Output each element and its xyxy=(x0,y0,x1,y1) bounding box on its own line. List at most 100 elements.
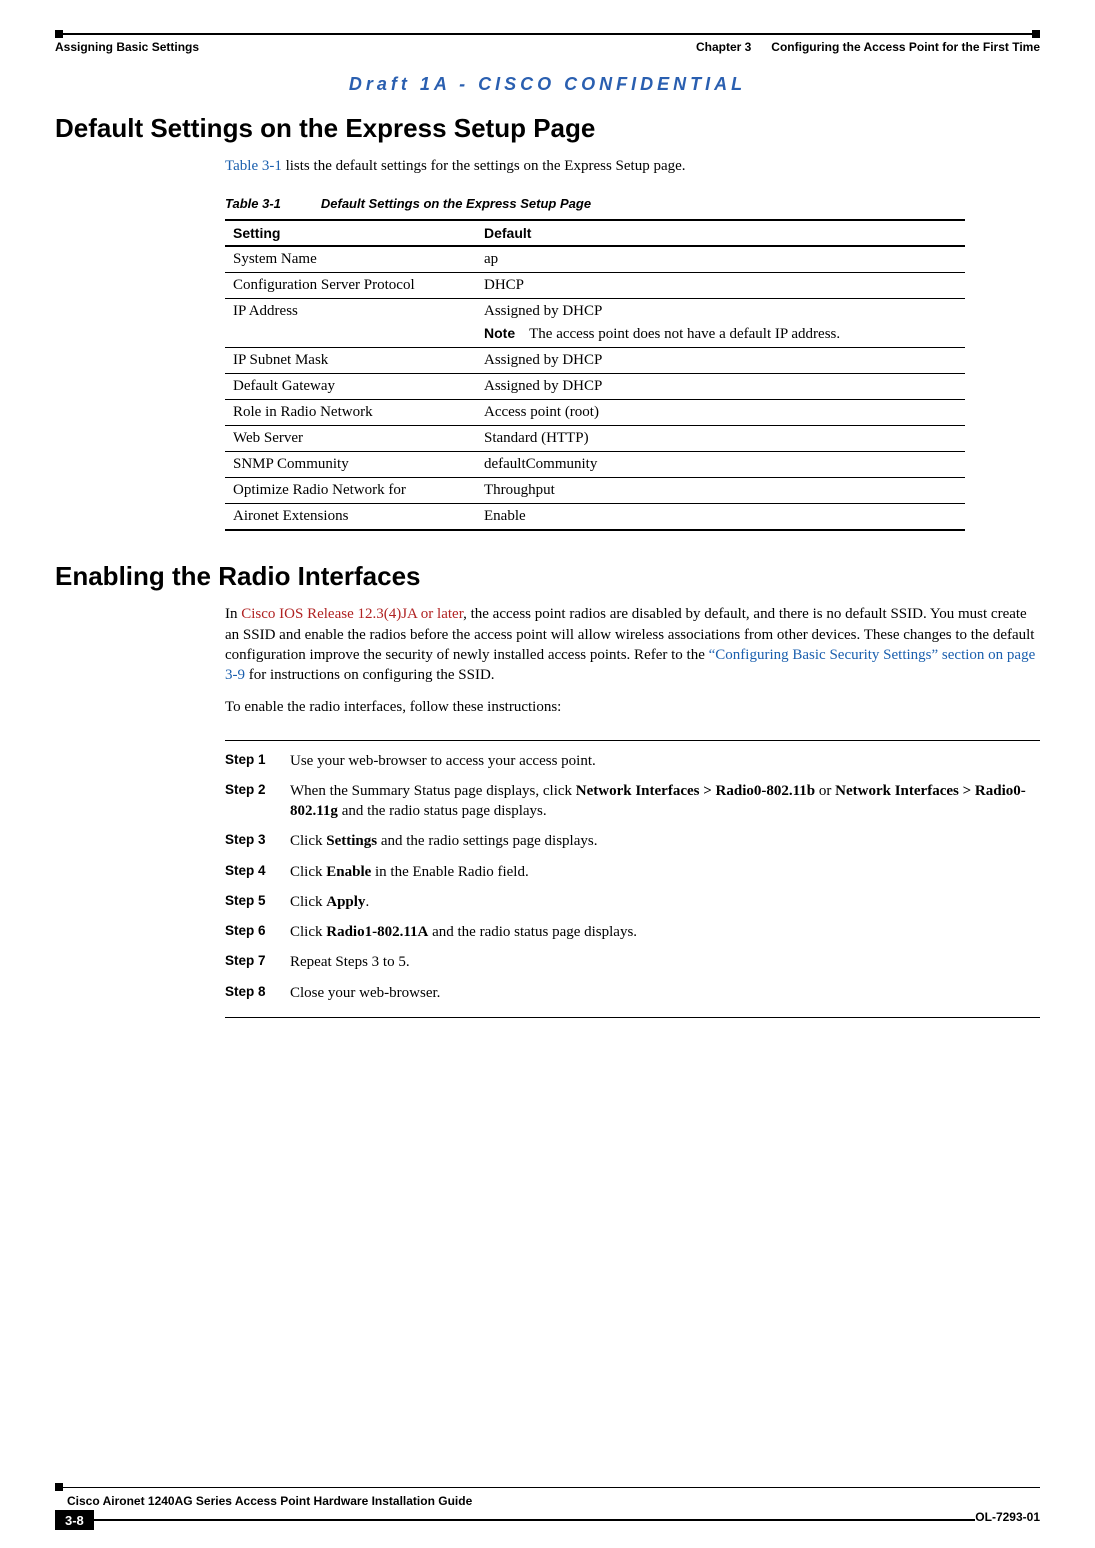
step-text: Repeat Steps 3 to 5. xyxy=(290,952,1040,972)
cell-note: Note The access point does not have a def… xyxy=(484,325,957,343)
t: Click xyxy=(290,894,326,910)
header-rule xyxy=(55,30,1040,38)
t: Settings xyxy=(326,833,377,849)
step-label: Step 5 xyxy=(225,892,290,912)
cell-setting: Optimize Radio Network for xyxy=(225,478,476,504)
t: Click xyxy=(290,924,326,940)
intro-text: lists the default settings for the setti… xyxy=(282,158,686,174)
footer-guide-title: Cisco Aironet 1240AG Series Access Point… xyxy=(67,1494,1040,1508)
step-row: Step 8 Close your web-browser. xyxy=(225,983,1040,1003)
footer: Cisco Aironet 1240AG Series Access Point… xyxy=(0,1483,1095,1530)
t: . xyxy=(365,894,369,910)
page-number: 3-8 xyxy=(55,1510,94,1530)
cell-setting: Default Gateway xyxy=(225,374,476,400)
steps-top-rule xyxy=(225,740,1040,741)
step-row: Step 6 Click Radio1-802.11A and the radi… xyxy=(225,922,1040,942)
heading-enable-radio: Enabling the Radio Interfaces xyxy=(55,561,1040,592)
footer-fill xyxy=(94,1519,976,1539)
col-setting: Setting xyxy=(225,220,476,246)
header-square-left xyxy=(55,30,63,38)
t: Click xyxy=(290,833,326,849)
table-caption-title: Default Settings on the Express Setup Pa… xyxy=(321,196,591,211)
step-row: Step 1 Use your web-browser to access yo… xyxy=(225,751,1040,771)
t: Radio1-802.11A xyxy=(326,924,428,940)
cell-default: ap xyxy=(476,246,965,273)
step-label: Step 4 xyxy=(225,862,290,882)
table-row: Web ServerStandard (HTTP) xyxy=(225,426,965,452)
step-text: Click Enable in the Enable Radio field. xyxy=(290,862,1040,882)
header-line xyxy=(63,33,1032,35)
table-header-row: Setting Default xyxy=(225,220,965,246)
ios-release-link[interactable]: Cisco IOS Release 12.3(4)JA or later xyxy=(241,606,463,622)
radio-p-mid2: for instructions on configuring the SSID… xyxy=(245,667,495,683)
section-title: Assigning Basic Settings xyxy=(55,40,199,54)
step-text: Use your web-browser to access your acce… xyxy=(290,751,1040,771)
step-text: Click Apply. xyxy=(290,892,1040,912)
running-header: Assigning Basic Settings Chapter 3 Confi… xyxy=(55,40,1040,54)
t: When the Summary Status page displays, c… xyxy=(290,783,576,799)
cell-setting: Web Server xyxy=(225,426,476,452)
step-row: Step 7 Repeat Steps 3 to 5. xyxy=(225,952,1040,972)
step-row: Step 3 Click Settings and the radio sett… xyxy=(225,831,1040,851)
t: in the Enable Radio field. xyxy=(371,864,528,880)
t: Network Interfaces > Radio0-802.11b xyxy=(576,783,815,799)
cell-default: Assigned by DHCP xyxy=(476,374,965,400)
table-row: System Nameap xyxy=(225,246,965,273)
cell-setting: System Name xyxy=(225,246,476,273)
cell-default: DHCP xyxy=(476,273,965,299)
footer-rule xyxy=(55,1483,1040,1491)
footer-doc-number: OL-7293-01 xyxy=(975,1510,1040,1524)
cell-default: Standard (HTTP) xyxy=(476,426,965,452)
cell-default-line1: Assigned by DHCP xyxy=(484,303,957,320)
t: and the radio settings page displays. xyxy=(377,833,597,849)
table-row: Optimize Radio Network forThroughput xyxy=(225,478,965,504)
cell-default: Access point (root) xyxy=(476,400,965,426)
table-row: Aironet ExtensionsEnable xyxy=(225,504,965,531)
step-text: Click Settings and the radio settings pa… xyxy=(290,831,1040,851)
cell-default: defaultCommunity xyxy=(476,452,965,478)
t: Click xyxy=(290,864,326,880)
step-label: Step 6 xyxy=(225,922,290,942)
table-row: IP Address Assigned by DHCP NoteThe acce… xyxy=(225,299,965,348)
t: and the radio status page displays. xyxy=(338,803,547,819)
cell-default: Assigned by DHCP xyxy=(476,348,965,374)
radio-p-pre: In xyxy=(225,606,241,622)
header-square-right xyxy=(1032,30,1040,38)
note-text: The access point does not have a default… xyxy=(529,326,840,342)
page: Assigning Basic Settings Chapter 3 Confi… xyxy=(0,0,1095,1548)
intro-paragraph: Table 3-1 lists the default settings for… xyxy=(225,156,1040,176)
table-row: IP Subnet MaskAssigned by DHCP xyxy=(225,348,965,374)
footer-square xyxy=(55,1483,63,1491)
radio-paragraph: In Cisco IOS Release 12.3(4)JA or later,… xyxy=(225,604,1040,685)
chapter-title: Chapter 3 Configuring the Access Point f… xyxy=(696,40,1040,54)
cell-default: Throughput xyxy=(476,478,965,504)
cell-setting: Configuration Server Protocol xyxy=(225,273,476,299)
col-default: Default xyxy=(476,220,965,246)
cell-setting: SNMP Community xyxy=(225,452,476,478)
step-row: Step 2 When the Summary Status page disp… xyxy=(225,781,1040,822)
step-label: Step 8 xyxy=(225,983,290,1003)
table-row: Configuration Server ProtocolDHCP xyxy=(225,273,965,299)
cell-default: Enable xyxy=(476,504,965,531)
t: Apply xyxy=(326,894,365,910)
footer-bar: 3-8 OL-7293-01 xyxy=(55,1510,1040,1530)
step-text: Close your web-browser. xyxy=(290,983,1040,1003)
watermark: Draft 1A - CISCO CONFIDENTIAL xyxy=(55,74,1040,95)
step-text: When the Summary Status page displays, c… xyxy=(290,781,1040,822)
table-row: Default GatewayAssigned by DHCP xyxy=(225,374,965,400)
settings-table: Setting Default System Nameap Configurat… xyxy=(225,219,965,531)
cell-setting: Role in Radio Network xyxy=(225,400,476,426)
note-label: Note xyxy=(484,325,515,341)
table-row: SNMP CommunitydefaultCommunity xyxy=(225,452,965,478)
step-row: Step 5 Click Apply. xyxy=(225,892,1040,912)
step-row: Step 4 Click Enable in the Enable Radio … xyxy=(225,862,1040,882)
footer-thin-line xyxy=(63,1487,1040,1488)
table-caption-number: Table 3-1 xyxy=(225,196,281,211)
steps-bottom-rule xyxy=(225,1017,1040,1018)
step-label: Step 7 xyxy=(225,952,290,972)
table-caption: Table 3-1 Default Settings on the Express… xyxy=(225,196,1040,211)
step-label: Step 1 xyxy=(225,751,290,771)
table-ref-link[interactable]: Table 3-1 xyxy=(225,158,282,174)
table-row: Role in Radio NetworkAccess point (root) xyxy=(225,400,965,426)
t: or xyxy=(815,783,835,799)
